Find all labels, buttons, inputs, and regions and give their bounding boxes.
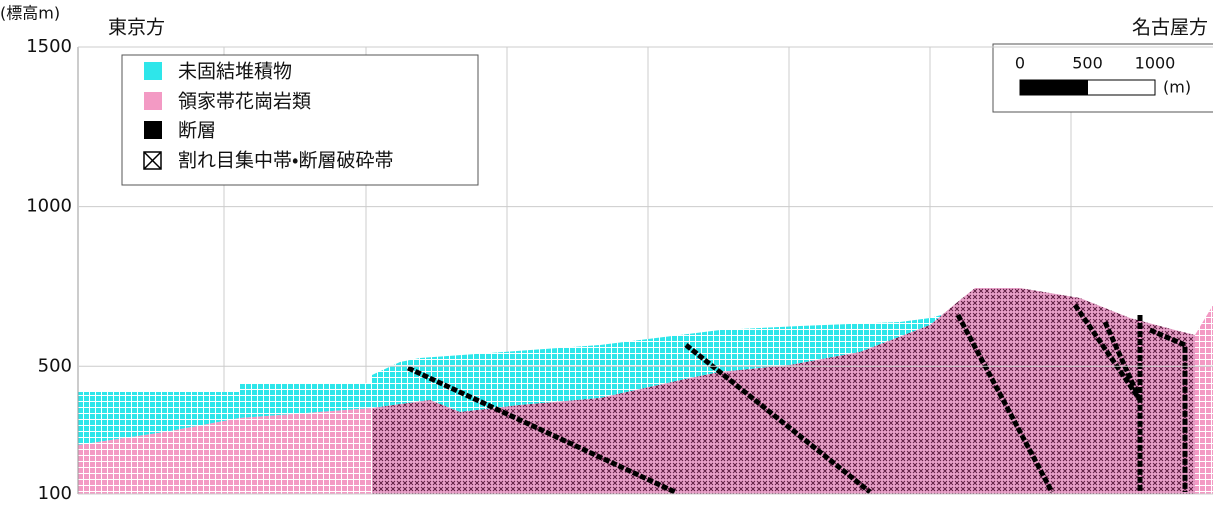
- y-tick-label: 100: [38, 483, 72, 504]
- legend: 未固結堆積物 領家帯花崗岩類 断層 割れ目集中帯・断層破砕帯: [121, 54, 479, 186]
- faults: [406, 303, 1188, 495]
- direction-label: 名古屋方: [1132, 17, 1208, 39]
- scale-label: 0: [1015, 54, 1025, 73]
- axis-label: (標高m): [0, 4, 60, 23]
- fault: [684, 343, 872, 494]
- y-tick-label: 500: [38, 355, 72, 376]
- legend-swatch: [144, 121, 162, 139]
- scale-segment: [1087, 79, 1156, 96]
- legend-label: 領家帯花崗岩類: [178, 91, 311, 113]
- legend-swatch-cross: [143, 151, 162, 170]
- granite: [78, 408, 372, 494]
- fault: [1149, 327, 1188, 492]
- fault: [406, 365, 677, 495]
- granite: [1195, 305, 1213, 494]
- fault: [955, 313, 1055, 494]
- fracture-zone: [372, 288, 1195, 494]
- y-tick-label: 1500: [26, 36, 72, 57]
- scale-label: 1000: [1135, 54, 1176, 73]
- scale-label: 500: [1072, 54, 1103, 73]
- legend-swatch: [144, 92, 162, 110]
- direction-label: 東京方: [108, 17, 165, 39]
- legend-swatch: [144, 62, 162, 80]
- legend-label: 割れ目集中帯・断層破砕帯: [178, 150, 393, 172]
- legend-box: [121, 54, 479, 186]
- scale-unit: (m): [1163, 78, 1191, 97]
- legend-label: 断層: [178, 120, 216, 142]
- legend-label: 未固結堆積物: [178, 61, 292, 83]
- fault: [1102, 320, 1143, 402]
- scale-box: [992, 43, 1213, 113]
- scale-segment: [1019, 79, 1088, 96]
- y-tick-label: 1000: [26, 196, 72, 217]
- sediment: [78, 305, 1000, 445]
